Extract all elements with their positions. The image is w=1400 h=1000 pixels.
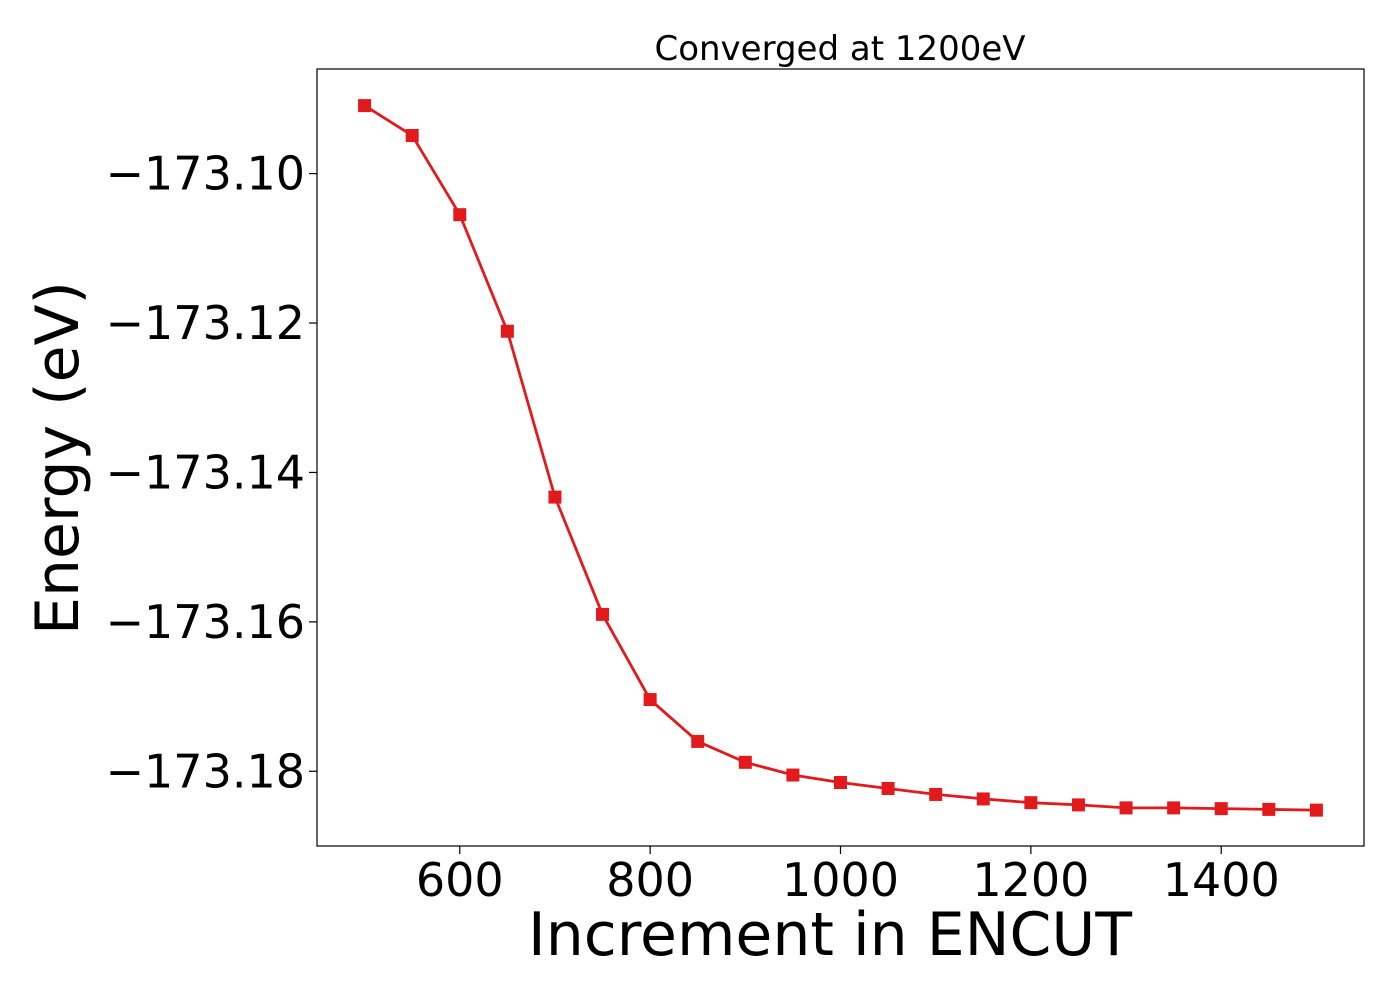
data-point-marker bbox=[786, 768, 800, 782]
data-point-marker bbox=[929, 787, 943, 801]
y-axis: −173.10 −173.12 −173.14 −173.16 −173.18 bbox=[106, 147, 317, 798]
data-point-marker bbox=[500, 324, 514, 338]
x-tick-label: 1000 bbox=[782, 853, 899, 907]
data-point-marker bbox=[548, 490, 562, 504]
data-point-marker bbox=[881, 781, 895, 795]
data-point-marker bbox=[1024, 796, 1038, 810]
y-tick-label: −173.10 bbox=[106, 147, 306, 201]
y-tick-label: −173.16 bbox=[106, 595, 306, 649]
data-point-marker bbox=[976, 792, 990, 806]
data-point-marker bbox=[643, 693, 657, 707]
series-group bbox=[358, 99, 1323, 817]
data-point-marker bbox=[1119, 801, 1133, 815]
data-point-marker bbox=[691, 734, 705, 748]
data-point-marker bbox=[1309, 803, 1323, 817]
x-tick-label: 1200 bbox=[972, 853, 1089, 907]
x-tick-label: 600 bbox=[416, 853, 504, 907]
data-point-marker bbox=[738, 755, 752, 769]
plot-area bbox=[316, 68, 1365, 847]
data-point-marker bbox=[596, 607, 610, 621]
x-axis: 600 800 1000 1200 1400 bbox=[416, 846, 1280, 907]
data-point-marker bbox=[405, 128, 419, 142]
y-tick-label: −173.18 bbox=[106, 744, 306, 798]
data-point-marker bbox=[1071, 798, 1085, 812]
y-axis-label: Energy (eV) bbox=[23, 281, 93, 635]
data-point-marker bbox=[358, 99, 372, 113]
y-tick-label: −173.14 bbox=[106, 445, 306, 499]
chart-title: Converged at 1200eV bbox=[654, 29, 1025, 69]
x-tick-label: 800 bbox=[606, 853, 694, 907]
x-tick-label: 1400 bbox=[1163, 853, 1280, 907]
y-tick-label: −173.12 bbox=[106, 296, 306, 350]
data-point-marker bbox=[834, 775, 847, 789]
x-axis-label: Increment in ENCUT bbox=[528, 900, 1132, 970]
data-point-marker bbox=[1262, 802, 1276, 816]
data-point-marker bbox=[1214, 802, 1228, 816]
data-point-marker bbox=[1167, 801, 1181, 815]
data-point-marker bbox=[453, 208, 467, 222]
series-line bbox=[363, 104, 1317, 812]
